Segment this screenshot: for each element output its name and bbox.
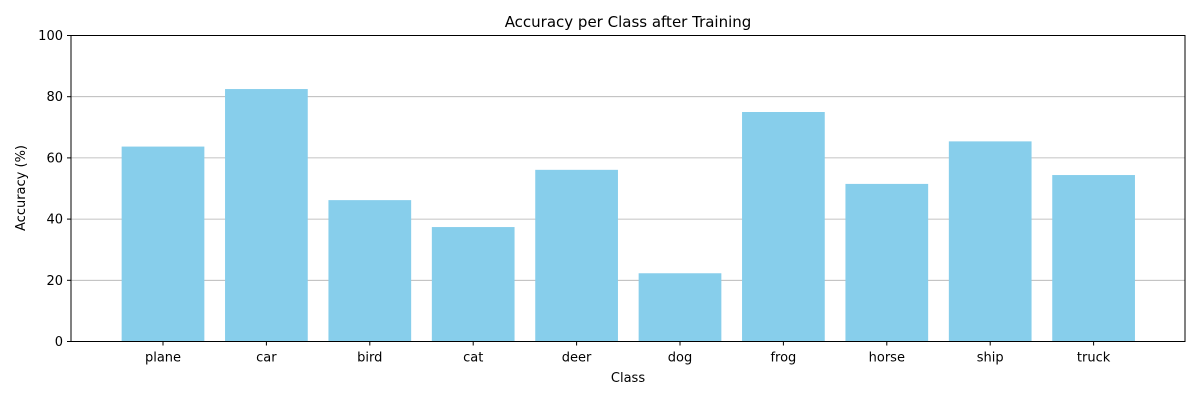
bar-dog: [638, 273, 722, 342]
x-axis-ticks: plane car bird cat deer dog frog horse ship truck: [145, 341, 1111, 366]
bar-ship: [948, 141, 1032, 342]
x-tick-label-plane: plane: [145, 351, 181, 366]
plot-frame: [70, 35, 1186, 342]
x-tick-label-bird: bird: [357, 351, 382, 366]
x-tick-label-car: car: [256, 351, 277, 366]
x-tick-label-truck: truck: [1077, 351, 1111, 366]
bar-deer: [535, 169, 618, 342]
x-tick-label-ship: ship: [977, 351, 1004, 366]
y-axis-label: Accuracy (%): [14, 145, 29, 231]
y-tick-label-0: 0: [55, 335, 63, 350]
x-tick-label-dog: dog: [668, 351, 692, 366]
y-tick-label-40: 40: [46, 213, 63, 228]
bar-car: [225, 89, 308, 342]
x-axis-label: Class: [611, 371, 645, 386]
bar-plane: [121, 146, 205, 342]
y-tick-label-100: 100: [38, 29, 63, 44]
bar-frog: [742, 112, 825, 342]
bar-truck: [1052, 175, 1135, 342]
x-tick-label-cat: cat: [463, 351, 483, 366]
y-tick-label-60: 60: [46, 151, 63, 166]
bar-bird: [328, 200, 412, 342]
y-tick-label-80: 80: [46, 90, 63, 105]
x-tick-label-horse: horse: [869, 351, 905, 366]
bars: [121, 89, 1135, 342]
x-tick-label-frog: frog: [770, 351, 796, 366]
x-tick-label-deer: deer: [562, 351, 592, 366]
bar-horse: [845, 183, 929, 342]
y-tick-label-20: 20: [46, 274, 63, 289]
chart-title: Accuracy per Class after Training: [505, 13, 752, 31]
y-axis-ticks: 0 20 40 60 80 100: [38, 29, 71, 350]
bar-cat: [431, 227, 515, 342]
